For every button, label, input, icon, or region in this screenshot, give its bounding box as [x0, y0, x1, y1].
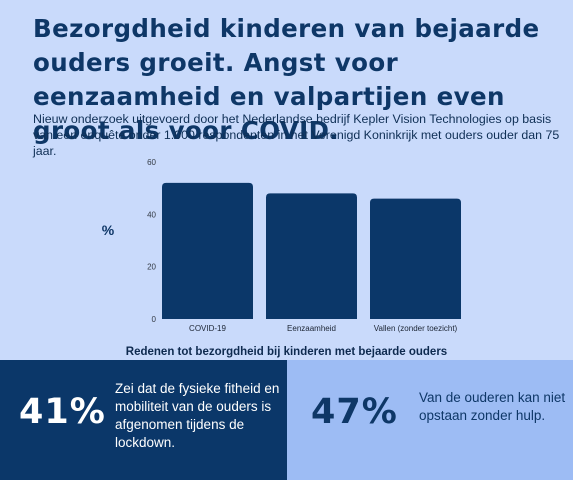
subtitle: Nieuw onderzoek uitgevoerd door het Nede…: [33, 112, 560, 158]
bar-chart: 0 20 40 60% COVID-19 Eenzaamheid Vallen (zonde…: [0, 150, 573, 362]
stat-panel-right: 47% Van de ouderen kan niet opstaan zond…: [287, 360, 573, 480]
bar-2: [370, 198, 461, 319]
stat-panel-left: 41% Zei dat de fysieke fitheid en mobili…: [0, 360, 287, 480]
bar-0: [162, 182, 253, 319]
y-tick-label: 40: [147, 210, 156, 219]
x-tick-label: COVID-19: [189, 324, 226, 333]
chart-svg: 0 20 40 60% COVID-19 Eenzaamheid Vallen (zonde…: [102, 158, 461, 333]
chart-xlabel: Redenen tot bezorgdheid bij kinderen met…: [125, 346, 448, 358]
stat-left-text: Zei dat de fysieke fitheid en mobiliteit…: [115, 381, 280, 450]
stat-right-text: Van de ouderen kan niet opstaan zonder h…: [419, 390, 566, 423]
y-tick-label: 20: [147, 263, 156, 272]
x-tick-label: Vallen (zonder toezicht): [374, 324, 458, 333]
y-axis-label: %: [102, 222, 115, 238]
stat-right-value: 47%: [311, 392, 398, 432]
x-tick-label: Eenzaamheid: [287, 324, 336, 333]
stat-left-value: 41%: [19, 392, 106, 432]
y-tick-label: 60: [147, 158, 156, 167]
bar-1: [266, 193, 357, 319]
headline: Bezorgdheid kinderen van bejaarde ouders…: [33, 14, 540, 145]
y-tick-label: 0: [152, 315, 157, 324]
